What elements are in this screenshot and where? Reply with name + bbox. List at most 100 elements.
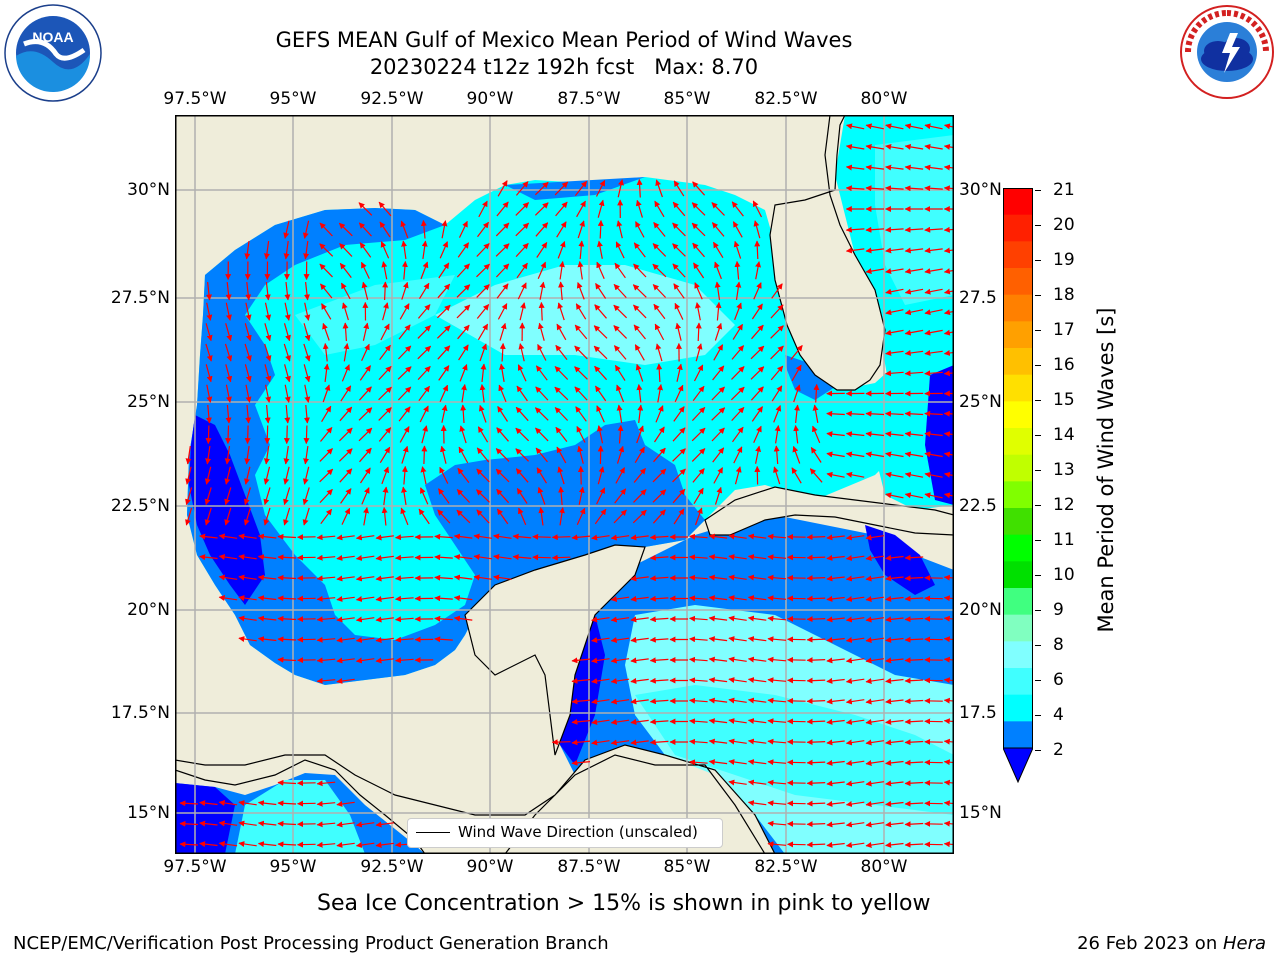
wind-wave-arrow	[355, 637, 375, 643]
wind-wave-arrow	[924, 451, 943, 458]
wind-wave-arrow	[420, 219, 427, 239]
wind-wave-arrow	[277, 800, 297, 807]
wind-wave-arrow	[924, 268, 943, 275]
wind-wave-arrow	[558, 486, 565, 506]
wind-wave-arrow	[355, 534, 375, 541]
wind-wave-arrow	[571, 759, 591, 766]
wind-wave-arrow	[806, 636, 826, 643]
wind-wave-arrow	[375, 616, 394, 623]
wind-wave-arrow	[380, 323, 390, 341]
wind-wave-arrow	[865, 821, 884, 828]
wind-wave-arrow	[885, 575, 904, 582]
wind-wave-arrow	[515, 202, 530, 216]
wind-wave-arrow	[673, 283, 685, 299]
wind-wave-arrow	[401, 486, 408, 505]
wind-wave-arrow	[534, 202, 549, 216]
wind-wave-arrow	[244, 323, 252, 342]
wind-wave-arrow	[750, 386, 764, 401]
wind-wave-arrow	[591, 534, 610, 541]
colorbar	[1002, 188, 1034, 784]
wind-wave-arrow	[375, 596, 394, 602]
wind-wave-arrow	[437, 345, 451, 360]
colorbar-tick-mark	[1035, 435, 1041, 436]
wind-wave-arrow	[264, 364, 272, 383]
wind-wave-arrow	[339, 406, 353, 422]
wind-wave-arrow	[205, 364, 213, 383]
wind-wave-arrow	[206, 282, 212, 301]
wind-wave-arrow	[238, 595, 257, 601]
wind-wave-arrow	[806, 657, 826, 664]
wind-wave-arrow	[205, 323, 213, 342]
wind-wave-arrow	[316, 616, 336, 623]
wind-wave-arrow	[712, 365, 725, 381]
wind-wave-arrow	[904, 164, 924, 171]
wind-wave-arrow	[496, 427, 509, 442]
colorbar-tick-label: 16	[1053, 355, 1075, 375]
wind-wave-arrow	[672, 263, 686, 278]
wind-wave-arrow	[596, 405, 605, 423]
wind-wave-arrow	[571, 657, 591, 664]
wind-wave-arrow	[885, 492, 904, 499]
wind-wave-arrow	[672, 427, 686, 442]
lat-tick-left: 15°N	[127, 803, 170, 823]
wind-wave-arrow	[401, 465, 408, 485]
wind-wave-arrow	[845, 842, 865, 848]
wind-wave-arrow	[476, 489, 490, 503]
wind-wave-arrow	[614, 488, 627, 504]
wind-wave-arrow	[532, 554, 551, 561]
colorbar-tick-label: 19	[1053, 250, 1075, 270]
wind-wave-arrow	[885, 595, 904, 602]
wind-wave-arrow	[571, 739, 591, 746]
wind-wave-arrow	[885, 739, 904, 746]
wind-wave-arrow	[574, 366, 588, 380]
wind-wave-arrow	[904, 370, 924, 377]
wind-wave-arrow	[556, 323, 567, 341]
wind-wave-arrow	[218, 574, 238, 581]
wind-wave-arrow	[885, 123, 904, 130]
wind-wave-arrow	[395, 636, 414, 643]
footer-date-text: 26 Feb 2023 on	[1077, 933, 1223, 954]
wind-wave-arrow	[904, 226, 924, 233]
wind-wave-arrow	[747, 533, 767, 540]
wind-wave-arrow	[574, 324, 588, 340]
wind-wave-arrow	[635, 221, 645, 238]
wind-wave-arrow	[199, 554, 218, 561]
wind-wave-arrow	[652, 468, 667, 483]
wind-wave-arrow	[845, 678, 865, 684]
colorbar-tick-mark	[1035, 400, 1041, 401]
wind-wave-arrow	[636, 178, 643, 198]
wind-wave-arrow	[596, 261, 605, 280]
wind-wave-arrow	[885, 677, 904, 684]
wind-wave-arrow	[320, 427, 333, 442]
wind-wave-arrow	[225, 282, 232, 301]
wind-wave-arrow	[904, 575, 924, 582]
wind-wave-arrow	[303, 425, 310, 445]
wind-wave-arrow	[303, 241, 310, 260]
wind-wave-arrow	[885, 247, 904, 254]
wind-wave-arrow	[845, 719, 865, 725]
wind-wave-arrow	[826, 821, 845, 828]
wind-wave-arrow	[342, 322, 349, 342]
wind-wave-arrow	[456, 489, 471, 503]
colorbar-tick-mark	[1035, 540, 1041, 541]
colorbar-graphic	[1002, 188, 1034, 784]
wind-wave-arrow	[711, 427, 725, 442]
wind-wave-arrow	[865, 678, 884, 684]
wind-wave-arrow	[453, 615, 473, 622]
wind-wave-arrow	[439, 241, 449, 259]
colorbar-segment	[1003, 294, 1033, 322]
wind-wave-arrow	[224, 343, 233, 362]
lon-tick-bottom: 95°W	[269, 857, 317, 877]
wind-wave-arrow	[336, 555, 355, 561]
wind-wave-arrow	[596, 240, 603, 259]
wind-wave-arrow	[341, 507, 351, 525]
wind-wave-arrow	[672, 222, 686, 237]
wind-wave-arrow	[596, 425, 604, 444]
wind-wave-arrow	[771, 385, 783, 402]
wind-wave-arrow	[708, 697, 728, 704]
colorbar-tick-label: 17	[1053, 320, 1075, 340]
wind-wave-arrow	[218, 554, 238, 560]
wind-wave-arrow	[493, 574, 512, 581]
wind-wave-arrow	[319, 243, 334, 257]
wind-wave-arrow	[845, 226, 865, 233]
